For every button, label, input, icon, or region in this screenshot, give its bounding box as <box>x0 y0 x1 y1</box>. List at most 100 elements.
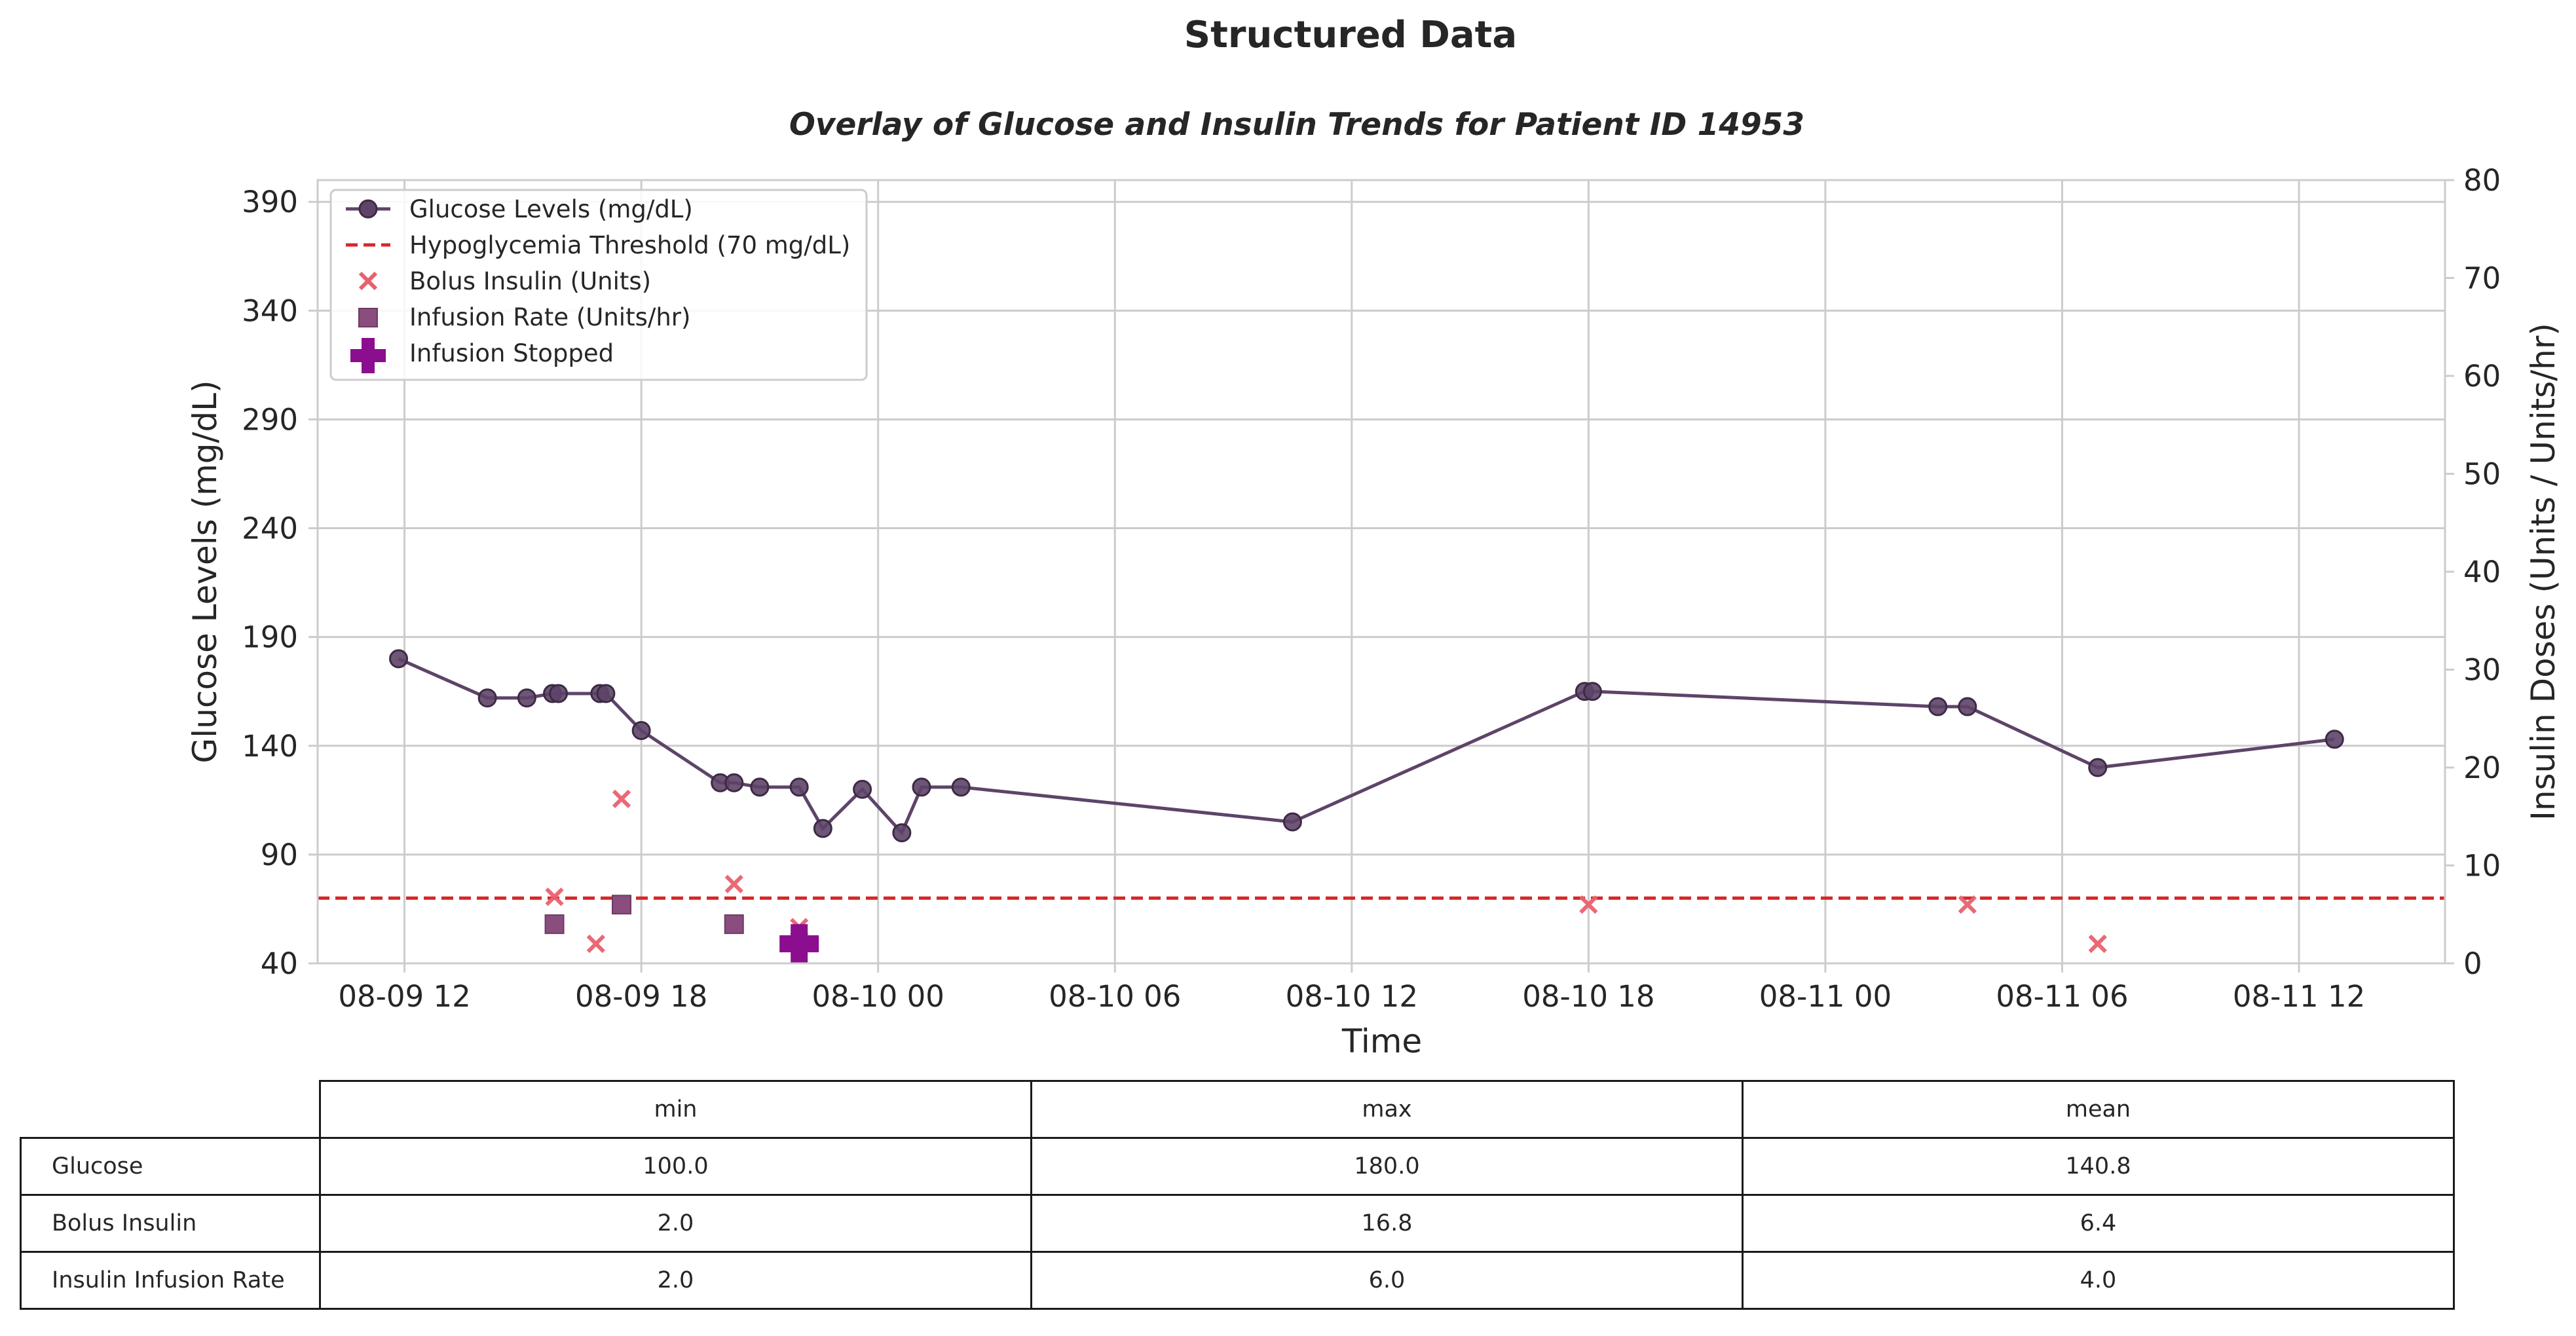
table-row: Insulin Infusion Rate 2.0 6.0 4.0 <box>20 1251 2455 1310</box>
legend-stopped-label: Infusion Stopped <box>409 339 614 367</box>
bolus-point <box>612 789 631 808</box>
table-row-label: Insulin Infusion Rate <box>20 1251 321 1310</box>
legend-infusion-marker <box>358 308 378 327</box>
x-tick-label: 08-11 00 <box>1759 979 1892 1014</box>
chart: Structured Data Overlay of Glucose and I… <box>186 14 2562 1060</box>
legend-bolus-marker <box>358 271 378 291</box>
legend-entry-threshold: Hypoglycemia Threshold (70 mg/dL) <box>346 231 850 259</box>
glucose-point <box>2088 758 2108 777</box>
x-tick-label: 08-09 12 <box>338 979 470 1014</box>
infusion-rate-point <box>544 914 565 935</box>
legend-entry-glucose: Glucose Levels (mg/dL) <box>346 195 693 223</box>
x-tick-label: 08-10 00 <box>812 979 944 1014</box>
glucose-point <box>1582 682 1602 701</box>
y-tick-label: 240 <box>242 511 298 546</box>
y2-axis-label: Insulin Doses (Units / Units/hr) <box>2524 323 2562 821</box>
x-tick-label: 08-09 18 <box>575 979 707 1014</box>
glucose-point <box>631 721 651 741</box>
legend-box <box>329 189 868 381</box>
table-row-label: Bolus Insulin <box>20 1194 321 1253</box>
legend-glucose-label: Glucose Levels (mg/dL) <box>409 195 693 223</box>
y-tick-label: 340 <box>242 293 298 328</box>
glucose-point <box>853 779 872 799</box>
glucose-point <box>724 773 744 792</box>
legend-glucose-marker <box>358 199 378 219</box>
table-cell: 180.0 <box>1030 1137 1744 1196</box>
glucose-point <box>912 777 931 797</box>
table-cell: 100.0 <box>319 1137 1032 1196</box>
y2-tick-label: 50 <box>2463 457 2501 492</box>
series-layer <box>389 649 2344 964</box>
infusion-rate-point <box>612 895 631 915</box>
x-tick-label: 08-10 18 <box>1522 979 1654 1014</box>
table-header-max: max <box>1030 1080 1744 1139</box>
legend-threshold-label: Hypoglycemia Threshold (70 mg/dL) <box>409 231 850 259</box>
table-row-label: Glucose <box>20 1137 321 1196</box>
y-tick-label: 190 <box>242 620 298 655</box>
glucose-point <box>477 688 497 708</box>
x-tick-label: 08-10 06 <box>1049 979 1181 1014</box>
glucose-point <box>951 777 971 797</box>
x-tick-label: 08-11 12 <box>2233 979 2365 1014</box>
glucose-point <box>1928 697 1948 716</box>
y-tick-label: 290 <box>242 402 298 437</box>
y2-tick-label: 20 <box>2463 751 2501 785</box>
y-tick-label: 140 <box>242 729 298 764</box>
table-row: Glucose 100.0 180.0 140.8 <box>20 1137 2455 1196</box>
legend-bolus-label: Bolus Insulin (Units) <box>409 267 651 295</box>
y2-tick-label: 60 <box>2463 359 2501 394</box>
x-tick-label: 08-11 06 <box>1996 979 2128 1014</box>
y2-tick-label: 10 <box>2463 849 2501 883</box>
legend-entry-bolus: Bolus Insulin (Units) <box>358 267 651 295</box>
bolus-point <box>1579 895 1598 914</box>
table-cell: 140.8 <box>1742 1137 2455 1196</box>
y-tick-label: 390 <box>242 185 298 219</box>
chart-title: Overlay of Glucose and Insulin Trends fo… <box>789 107 1804 143</box>
bolus-point <box>724 874 743 894</box>
legend-stopped-marker <box>350 338 386 373</box>
legend-infusion-label: Infusion Rate (Units/hr) <box>409 303 690 331</box>
table-row: Bolus Insulin 2.0 16.8 6.4 <box>20 1194 2455 1253</box>
bolus-point <box>545 887 564 906</box>
y-tick-label: 40 <box>261 946 298 981</box>
y-tick-label: 90 <box>261 838 298 872</box>
table-cell: 4.0 <box>1742 1251 2455 1310</box>
table-header-row: min max mean <box>20 1080 2455 1139</box>
legend: Glucose Levels (mg/dL) Hypoglycemia Thre… <box>329 189 868 381</box>
glucose-point <box>517 688 536 708</box>
table-header-min: min <box>319 1080 1032 1139</box>
glucose-point <box>596 684 616 703</box>
y2-tick-label: 40 <box>2463 555 2501 589</box>
y2-tick-label: 80 <box>2463 163 2501 198</box>
y2-tick-label: 70 <box>2463 261 2501 296</box>
table-cell: 16.8 <box>1030 1194 1744 1253</box>
glucose-point <box>813 819 832 838</box>
stats-table: min max mean Glucose 100.0 180.0 140.8 B… <box>20 1080 2455 1310</box>
x-ticks: 08-09 12 08-09 18 08-10 00 08-10 06 08-10 12… <box>338 963 2365 1014</box>
glucose-point <box>789 777 809 797</box>
infusion-rate-point <box>724 914 744 935</box>
table-cell: 2.0 <box>319 1251 1032 1310</box>
glucose-point <box>1958 697 1977 716</box>
glucose-point <box>750 777 770 797</box>
legend-entry-infusion: Infusion Rate (Units/hr) <box>358 303 690 331</box>
suptitle: Structured Data <box>1184 14 1517 56</box>
glucose-point <box>549 684 569 703</box>
table-header-mean: mean <box>1742 1080 2455 1139</box>
table-cell: 6.0 <box>1030 1251 1744 1310</box>
table-cell: 6.4 <box>1742 1194 2455 1253</box>
x-axis-label: Time <box>1341 1022 1422 1060</box>
y-ticks: 40 90 140 190 240 290 340 390 <box>242 185 318 981</box>
legend-entry-stopped: Infusion Stopped <box>350 338 614 373</box>
table-corner-cell <box>20 1081 321 1139</box>
glucose-point <box>2324 730 2344 749</box>
glucose-point <box>1282 812 1302 832</box>
bolus-point <box>2088 934 2107 954</box>
glucose-point <box>389 649 409 669</box>
x-tick-label: 08-10 12 <box>1286 979 1418 1014</box>
y2-tick-label: 30 <box>2463 653 2501 688</box>
bolus-point <box>586 934 605 954</box>
table-cell: 2.0 <box>319 1194 1032 1253</box>
bolus-point <box>1958 895 1977 914</box>
y-axis-label: Glucose Levels (mg/dL) <box>186 380 224 764</box>
